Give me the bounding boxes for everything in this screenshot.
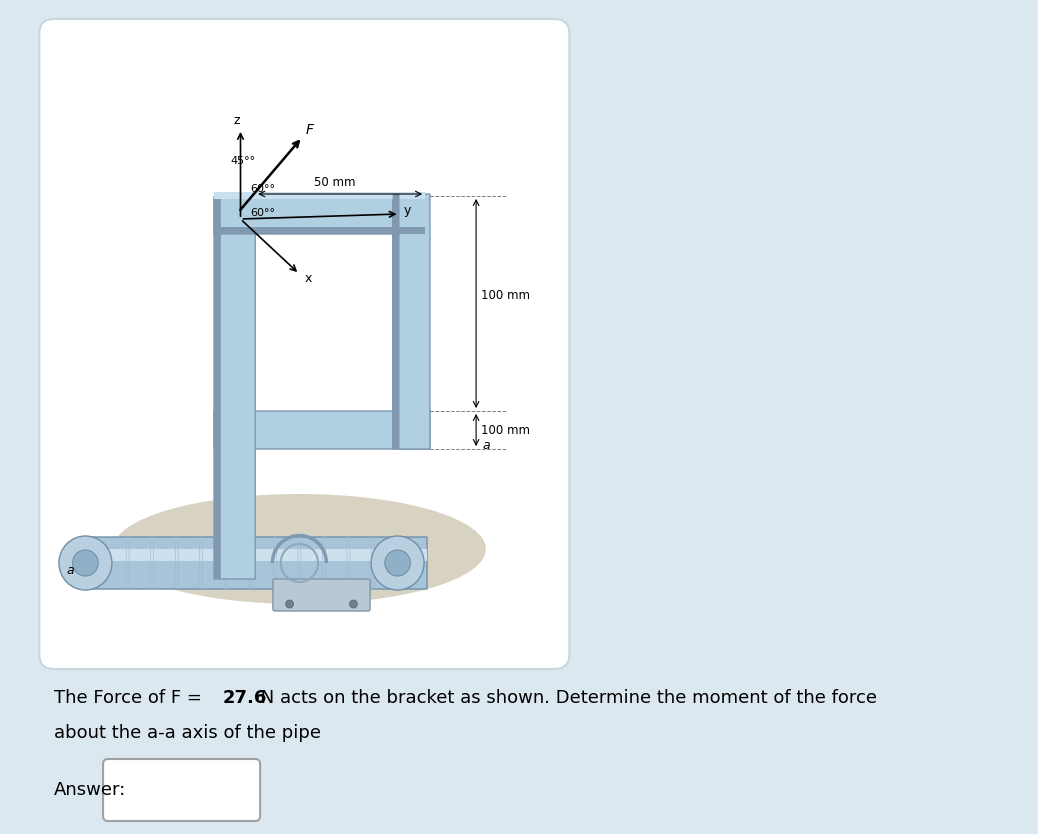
Circle shape — [59, 536, 112, 590]
Text: 60°°: 60°° — [250, 208, 275, 218]
FancyBboxPatch shape — [273, 579, 371, 611]
FancyBboxPatch shape — [83, 537, 427, 589]
FancyBboxPatch shape — [39, 19, 570, 669]
FancyBboxPatch shape — [214, 227, 425, 234]
Text: 50 mm: 50 mm — [315, 176, 356, 189]
Circle shape — [73, 550, 99, 576]
Ellipse shape — [113, 494, 486, 604]
Text: y: y — [404, 204, 411, 217]
Circle shape — [371, 536, 425, 590]
FancyBboxPatch shape — [214, 199, 255, 579]
Text: 100 mm: 100 mm — [481, 289, 530, 302]
Text: N acts on the bracket as shown. Determine the moment of the force: N acts on the bracket as shown. Determin… — [255, 689, 877, 707]
Text: about the a-a axis of the pipe: about the a-a axis of the pipe — [54, 724, 321, 742]
Text: x: x — [304, 272, 311, 285]
FancyBboxPatch shape — [214, 196, 425, 234]
FancyBboxPatch shape — [214, 192, 425, 199]
Text: 27.6: 27.6 — [223, 689, 267, 707]
FancyBboxPatch shape — [83, 549, 427, 561]
FancyBboxPatch shape — [392, 194, 400, 449]
FancyBboxPatch shape — [214, 199, 221, 579]
Text: 60°°: 60°° — [250, 184, 275, 194]
FancyBboxPatch shape — [103, 759, 261, 821]
Circle shape — [350, 600, 357, 608]
Text: F: F — [305, 123, 313, 137]
Text: a: a — [66, 564, 75, 577]
Text: The Force of F =: The Force of F = — [54, 689, 208, 707]
Text: a: a — [483, 439, 491, 452]
FancyBboxPatch shape — [392, 194, 430, 449]
Text: 100 mm: 100 mm — [481, 424, 530, 437]
FancyBboxPatch shape — [214, 411, 430, 449]
Text: 45°°: 45°° — [230, 156, 255, 166]
Text: Answer:: Answer: — [54, 781, 127, 799]
Text: z: z — [234, 114, 240, 127]
Circle shape — [285, 600, 294, 608]
Circle shape — [385, 550, 410, 576]
